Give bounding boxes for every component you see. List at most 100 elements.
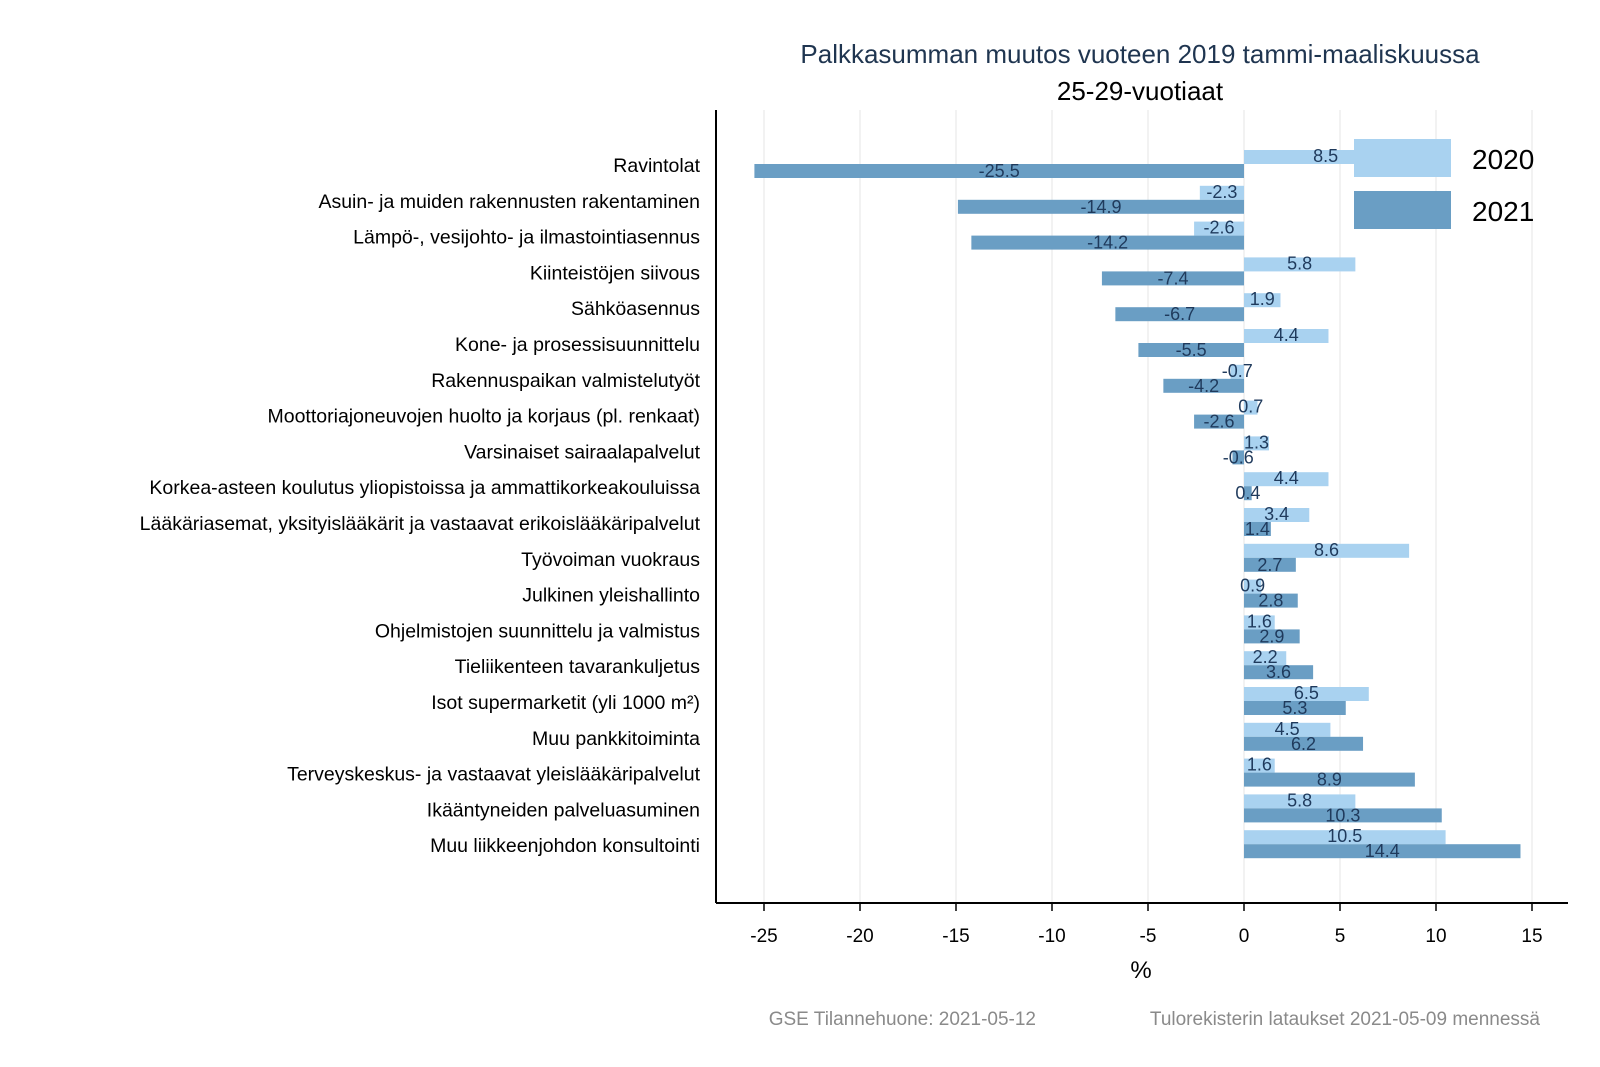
- bar-2020-3: [1244, 257, 1356, 272]
- bar-2021-19: [1244, 844, 1521, 859]
- x-tick-label-0: -25: [750, 926, 777, 947]
- value-label-2020-2: -2.6: [1204, 218, 1235, 238]
- category-label-18: Ikääntyneiden palveluasuminen: [427, 799, 700, 821]
- bar-2020-8: [1244, 436, 1269, 451]
- bar-2020-14: [1244, 651, 1287, 666]
- bar-2020-12: [1244, 579, 1262, 594]
- category-label-11: Työvoiman vuokraus: [521, 549, 700, 571]
- bar-2021-8: [1232, 450, 1244, 465]
- bar-2020-9: [1244, 472, 1329, 487]
- value-label-2020-11: 8.6: [1314, 540, 1339, 560]
- x-tick-label-4: -5: [1140, 926, 1157, 947]
- category-label-14: Tieliikenteen tavarankuljetus: [455, 656, 701, 678]
- value-label-2020-14: 2.2: [1253, 647, 1278, 667]
- category-label-4: Sähköasennus: [571, 298, 700, 320]
- value-label-2020-18: 5.8: [1287, 790, 1312, 810]
- category-label-19: Muu liikkeenjohdon konsultointi: [430, 835, 700, 857]
- bar-2020-1: [1199, 185, 1244, 200]
- x-ticks: -25 -20 -15 -10 -5 0 5 10 15: [750, 903, 1543, 947]
- category-label-8: Varsinaiset sairaalapalvelut: [464, 441, 701, 463]
- bar-2021-1: [957, 199, 1244, 214]
- bar-2020-18: [1244, 794, 1356, 809]
- bar-2020-19: [1244, 830, 1446, 845]
- footer-note: Tulorekisterin lataukset 2021-05-09 menn…: [1150, 1009, 1540, 1030]
- value-labels: 8.5 -25.5 -2.3 -14.9 -2.6 -14.2 5.8 -7.4 1.9 -6.7…: [979, 146, 1400, 861]
- bar-2021-15: [1244, 701, 1346, 715]
- category-label-3: Kiinteistöjen siivous: [530, 262, 700, 284]
- legend-swatch-2021: [1354, 191, 1451, 229]
- value-label-2021-1: -14.9: [1080, 197, 1121, 217]
- value-label-2020-17: 1.6: [1247, 755, 1272, 775]
- bar-2021-7: [1194, 414, 1244, 429]
- value-label-2021-2: -14.2: [1087, 233, 1128, 253]
- value-label-2021-15: 5.3: [1282, 698, 1307, 718]
- category-label-16: Muu pankkitoiminta: [532, 728, 700, 750]
- x-tick-label-2: -15: [942, 926, 969, 947]
- bar-2021-0: [754, 164, 1244, 178]
- bar-2021-17: [1244, 772, 1415, 787]
- category-label-5: Kone- ja prosessisuunnittelu: [455, 334, 700, 356]
- x-tick-label-5: 0: [1239, 926, 1250, 947]
- value-label-2021-14: 3.6: [1266, 662, 1291, 682]
- bar-2021-12: [1244, 593, 1298, 608]
- bar-2020-4: [1244, 293, 1281, 308]
- bar-2020-16: [1244, 722, 1331, 737]
- value-label-2021-10: 1.4: [1245, 519, 1270, 539]
- category-label-9: Korkea-asteen koulutus yliopistoissa ja …: [149, 477, 700, 499]
- value-label-2020-16: 4.5: [1275, 719, 1300, 739]
- bar-2020-11: [1244, 543, 1410, 558]
- bar-2020-10: [1244, 508, 1310, 522]
- value-label-2020-7: 0.7: [1238, 397, 1263, 417]
- category-label-12: Julkinen yleishallinto: [522, 585, 700, 607]
- value-label-2020-19: 10.5: [1327, 826, 1362, 846]
- value-label-2021-8: -0.6: [1223, 447, 1254, 467]
- bar-2020-6: [1230, 364, 1244, 379]
- bar-2021-6: [1163, 378, 1244, 393]
- category-label-2: Lämpö-, vesijohto- ja ilmastointiasennus: [353, 227, 700, 249]
- axes: [715, 110, 1568, 904]
- value-label-2020-6: -0.7: [1222, 361, 1253, 381]
- legend-label-2020: 2020: [1472, 144, 1534, 175]
- bar-2021-18: [1244, 808, 1442, 823]
- bar-2021-10: [1244, 522, 1271, 536]
- value-label-2021-6: -4.2: [1188, 376, 1219, 396]
- bar-2021-13: [1244, 629, 1300, 644]
- value-label-2020-5: 4.4: [1274, 325, 1299, 345]
- x-tick-label-6: 5: [1335, 926, 1346, 947]
- category-labels: Ravintolat Asuin- ja muiden rakennusten r…: [140, 155, 701, 857]
- value-label-2021-16: 6.2: [1291, 734, 1316, 754]
- category-label-13: Ohjelmistojen suunnittelu ja valmistus: [375, 620, 700, 642]
- bar-2020-2: [1194, 221, 1244, 236]
- legend: 2020 2021: [1354, 139, 1534, 229]
- value-label-2020-0: 8.5: [1313, 146, 1338, 166]
- value-label-2020-8: 1.3: [1244, 432, 1269, 452]
- bar-2021-11: [1244, 557, 1296, 572]
- x-tick-label-1: -20: [846, 926, 873, 947]
- bars: [754, 150, 1521, 859]
- value-label-2020-10: 3.4: [1264, 504, 1289, 524]
- legend-label-2021: 2021: [1472, 196, 1534, 227]
- bar-2021-14: [1244, 665, 1314, 680]
- value-label-2021-19: 14.4: [1365, 841, 1400, 861]
- value-label-2021-7: -2.6: [1204, 412, 1235, 432]
- value-label-2021-18: 10.3: [1325, 805, 1360, 825]
- bar-2020-7: [1244, 400, 1258, 415]
- value-label-2021-3: -7.4: [1157, 268, 1188, 288]
- bar-2021-9: [1244, 486, 1252, 501]
- chart-title: Palkkasumman muutos vuoteen 2019 tammi-m…: [800, 39, 1480, 69]
- value-label-2020-12: 0.9: [1240, 576, 1265, 596]
- x-tick-label-7: 10: [1425, 926, 1446, 947]
- value-label-2020-15: 6.5: [1294, 683, 1319, 703]
- bar-2020-15: [1244, 687, 1369, 701]
- chart-subtitle: 25-29-vuotiaat: [1057, 76, 1224, 106]
- bar-2021-4: [1115, 307, 1244, 322]
- bar-2020-13: [1244, 615, 1275, 630]
- category-label-15: Isot supermarketit (yli 1000 m²): [431, 692, 700, 714]
- x-axis-title: %: [1130, 957, 1151, 984]
- bar-2021-5: [1138, 343, 1244, 357]
- value-label-2021-13: 2.9: [1259, 626, 1284, 646]
- category-label-17: Terveyskeskus- ja vastaavat yleislääkäri…: [287, 764, 701, 786]
- x-tick-label-8: 15: [1521, 926, 1542, 947]
- bar-2021-2: [971, 235, 1244, 250]
